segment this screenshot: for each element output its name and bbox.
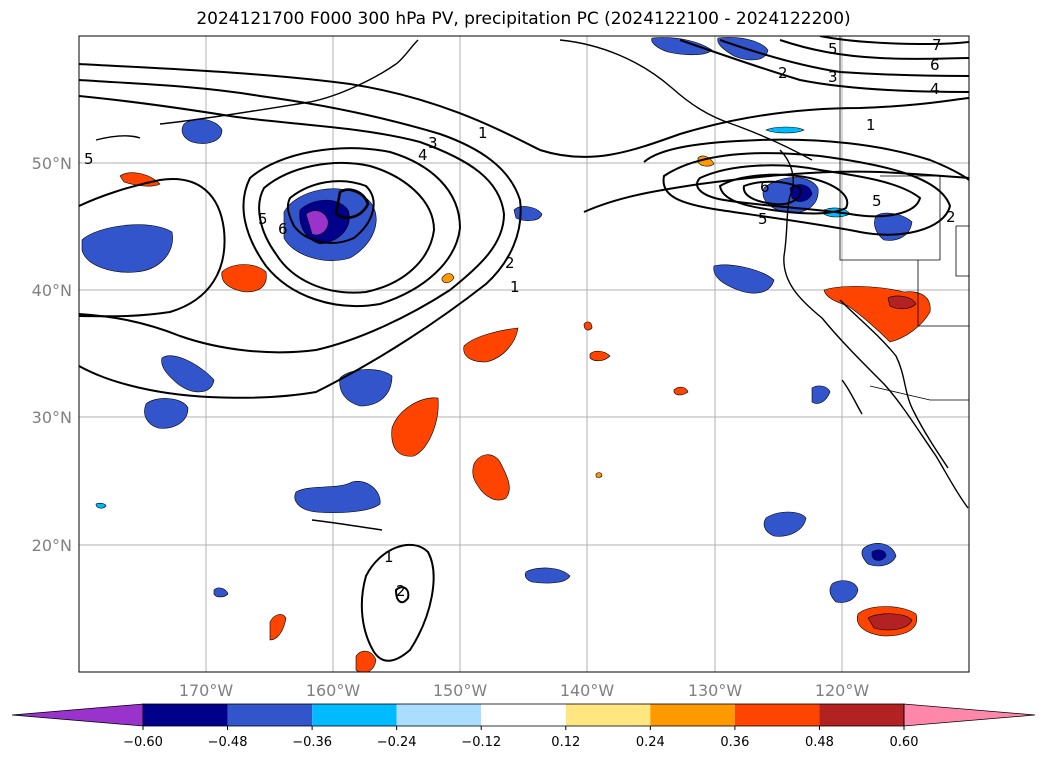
lat-label-30n: 30°N: [32, 408, 72, 427]
colorbar-tick-label: −0.12: [461, 735, 501, 750]
contour-label: 5: [258, 210, 268, 228]
map-title: 2024121700 F000 300 hPa PV, precipitatio…: [196, 9, 851, 29]
lon-label-120w: 120°W: [815, 681, 870, 700]
colorbar-segment: [227, 704, 313, 726]
precip-positive: [119, 155, 931, 672]
colorbar-tick-label: 0.48: [805, 735, 834, 750]
colorbar-tick-label: −0.60: [123, 735, 163, 750]
contour-label: 4: [930, 80, 940, 98]
colorbar-tick-label: −0.36: [292, 735, 332, 750]
contour-label: 5: [758, 210, 768, 228]
gridlines: [79, 36, 969, 672]
precip-negative: [81, 37, 913, 603]
lon-label-160w: 160°W: [306, 681, 361, 700]
colorbar-segment: [312, 704, 397, 726]
contour-label: 2: [778, 64, 788, 82]
contour-label: 5: [84, 150, 94, 168]
contour-label: 4: [418, 146, 428, 164]
lon-label-130w: 130°W: [688, 681, 743, 700]
colorbar-segment: [481, 704, 566, 726]
colorbar-extend-high: [903, 703, 1036, 727]
contour-label: 1: [866, 116, 876, 134]
colorbar-tick-label: 0.36: [720, 735, 749, 750]
contour-label: 6: [930, 56, 940, 74]
pv-contours: [79, 36, 969, 662]
contour-label: 5: [828, 40, 838, 58]
lon-label-170w: 170°W: [179, 681, 234, 700]
colorbar-tick-label: −0.48: [208, 735, 248, 750]
colorbar-segment: [396, 704, 482, 726]
contour-label: 2: [505, 254, 515, 272]
contour-label: 1: [510, 278, 520, 296]
lon-label-150w: 150°W: [433, 681, 488, 700]
contour-label: 7: [932, 36, 942, 54]
colorbar-extend-low: [11, 703, 144, 727]
colorbar: −0.60 −0.48 −0.36 −0.24 −0.12 0.12 0.24 0.36 0.4…: [11, 703, 1036, 750]
contour-label: 1: [478, 124, 488, 142]
contour-label: 5: [872, 192, 882, 210]
colorbar-segment: [650, 704, 735, 726]
contour-labels: 1 2 1 3 4 5 6 5 1 2 5 5 6 2 3 4 5 6 7 1 …: [84, 36, 956, 600]
contour-label: 6: [278, 220, 288, 238]
latitude-labels: 50°N 40°N 30°N 20°N: [32, 154, 72, 555]
colorbar-segment: [565, 704, 651, 726]
contour-label: 3: [828, 68, 838, 86]
colorbar-border: [142, 703, 905, 727]
map-frame: [78, 35, 970, 673]
colorbar-segment: [143, 704, 228, 726]
contour-label: 2: [396, 582, 406, 600]
colorbar-tick-label: 0.60: [890, 735, 919, 750]
lon-label-140w: 140°W: [560, 681, 615, 700]
contour-label: 2: [946, 208, 956, 226]
contour-label: 1: [384, 548, 394, 566]
contour-label: 3: [428, 134, 438, 152]
colorbar-segment: [734, 704, 820, 726]
colorbar-tick-label: 0.12: [551, 735, 580, 750]
colorbar-tick-label: −0.24: [377, 735, 417, 750]
colorbar-tick-label: 0.24: [636, 735, 665, 750]
contour-label: 6: [760, 178, 770, 196]
lat-label-40n: 40°N: [32, 281, 72, 300]
longitude-labels: 170°W 160°W 150°W 140°W 130°W 120°W: [179, 681, 870, 700]
lat-label-20n: 20°N: [32, 536, 72, 555]
lat-label-50n: 50°N: [32, 154, 72, 173]
colorbar-segment: [819, 704, 904, 726]
